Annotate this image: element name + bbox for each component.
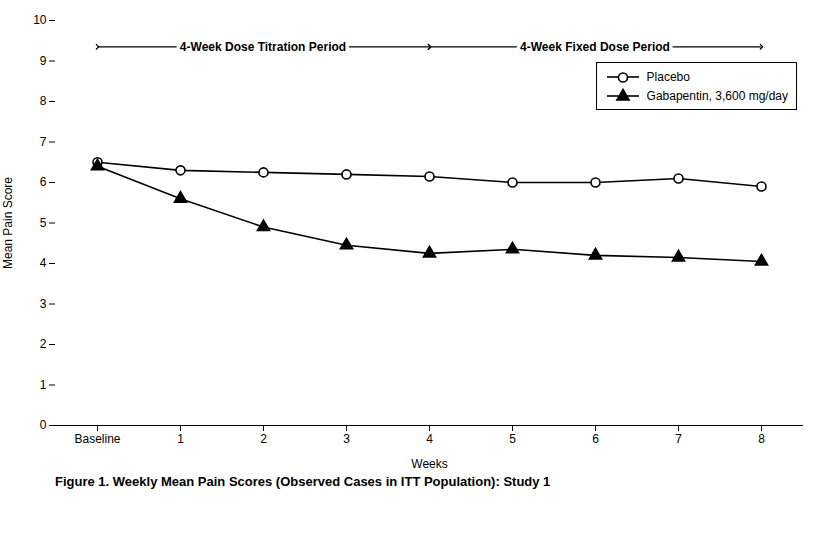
svg-text:7: 7	[40, 135, 47, 149]
svg-text:Weeks: Weeks	[411, 457, 447, 471]
svg-text:1: 1	[40, 378, 47, 392]
svg-text:7: 7	[675, 432, 682, 446]
svg-text:6: 6	[592, 432, 599, 446]
svg-text:10: 10	[33, 13, 47, 27]
svg-text:1: 1	[177, 432, 184, 446]
svg-text:9: 9	[40, 54, 47, 68]
svg-text:3: 3	[343, 432, 350, 446]
svg-text:2: 2	[260, 432, 267, 446]
html-text:Placebo: Placebo	[646, 69, 690, 84]
html-text:Gabapentin, 3,600 mg/day: Gabapentin, 3,600 mg/day	[646, 88, 788, 103]
svg-text:Mean Pain Score: Mean Pain Score	[1, 177, 15, 269]
svg-text:8: 8	[758, 432, 765, 446]
svg-text:4-Week Dose Titration Period: 4-Week Dose Titration Period	[180, 40, 346, 54]
svg-text:3: 3	[40, 297, 47, 311]
svg-text:4-Week Fixed Dose Period: 4-Week Fixed Dose Period	[520, 40, 670, 54]
svg-text:5: 5	[509, 432, 516, 446]
svg-text:6: 6	[40, 175, 47, 189]
svg-text:2: 2	[40, 337, 47, 351]
html-text:Figure 1. Weekly Mean Pain Sco: Figure 1. Weekly Mean Pain Scores (Obser…	[55, 474, 551, 489]
svg-text:8: 8	[40, 94, 47, 108]
svg-text:4: 4	[40, 256, 47, 270]
svg-text:0: 0	[40, 418, 47, 432]
svg-text:Baseline: Baseline	[74, 432, 120, 446]
svg-text:4: 4	[426, 432, 433, 446]
svg-text:5: 5	[40, 216, 47, 230]
